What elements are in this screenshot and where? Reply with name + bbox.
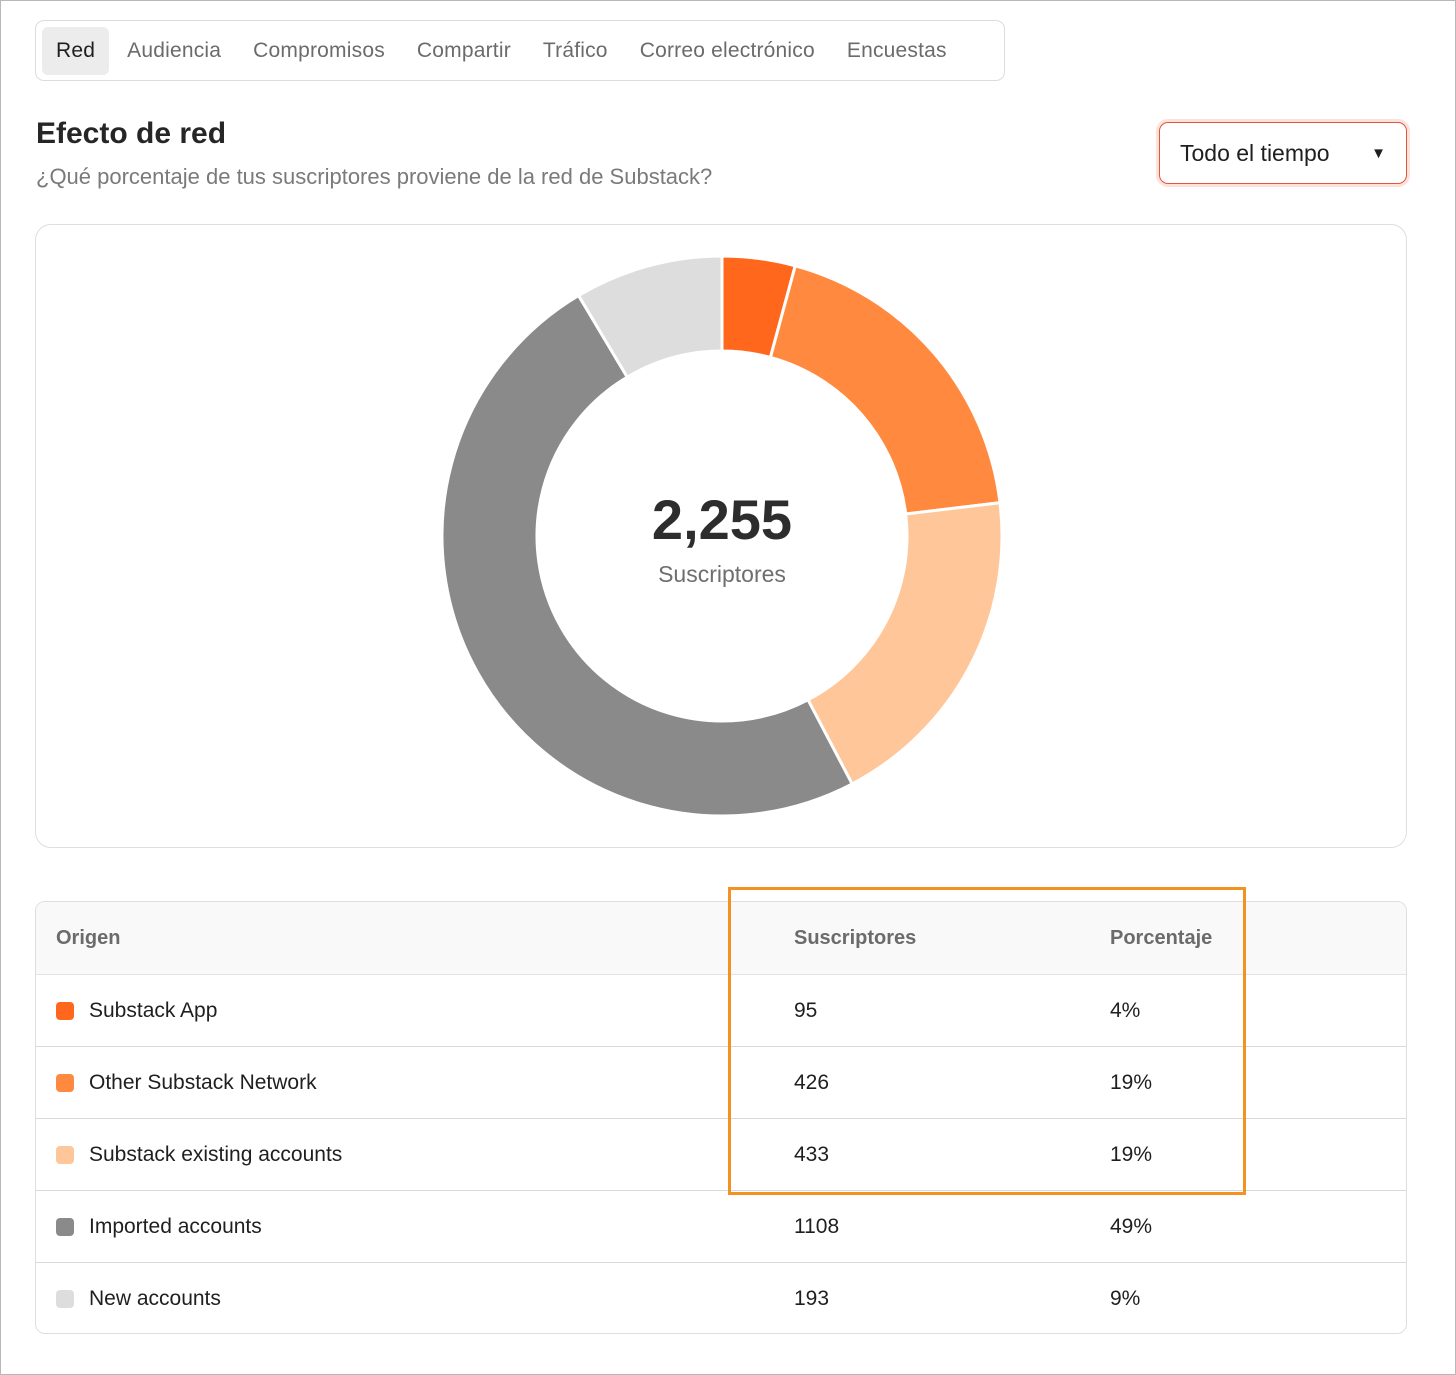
table-row: Imported accounts 1108 49%	[36, 1191, 1406, 1263]
origin-cell: New accounts	[56, 1263, 221, 1333]
percent-cell: 4%	[1110, 998, 1141, 1022]
tab-compromisos[interactable]: Compromisos	[253, 38, 385, 62]
origin-label: Imported accounts	[89, 1214, 262, 1238]
percent-cell: 19%	[1110, 1070, 1153, 1094]
tab-bar: Red Audiencia Compromisos Compartir Tráf…	[35, 20, 1005, 81]
header-origin[interactable]: Origen	[56, 926, 121, 949]
origin-cell: Other Substack Network	[56, 1047, 317, 1118]
origin-cell: Substack App	[56, 975, 217, 1046]
legend-swatch	[56, 1001, 74, 1020]
tab-correo-electronico[interactable]: Correo electrónico	[639, 38, 815, 62]
page-subtitle: ¿Qué porcentaje de tus suscriptores prov…	[36, 164, 713, 189]
donut-slice-substack-existing-accounts[interactable]	[805, 501, 1003, 786]
percent-cell: 9%	[1110, 1286, 1141, 1310]
donut-chart	[441, 255, 1003, 817]
tab-trafico[interactable]: Tráfico	[542, 38, 608, 62]
table-row: Substack existing accounts 433 19%	[36, 1119, 1406, 1191]
header-percent[interactable]: Porcentaje	[1110, 926, 1213, 949]
tab-red[interactable]: Red	[42, 26, 110, 75]
origin-cell: Imported accounts	[56, 1191, 262, 1262]
page-title: Efecto de red	[36, 117, 227, 150]
table-row: Other Substack Network 426 19%	[36, 1047, 1406, 1119]
legend-swatch	[56, 1217, 74, 1236]
donut-slice-new-accounts[interactable]	[576, 255, 724, 380]
subscribers-cell: 193	[794, 1286, 830, 1310]
subscribers-cell: 426	[794, 1070, 830, 1094]
total-subscribers-value: 2,255	[651, 488, 793, 551]
percent-cell: 19%	[1110, 1142, 1153, 1166]
table-row: New accounts 193 9%	[36, 1263, 1406, 1333]
subscribers-cell: 1108	[794, 1214, 840, 1238]
donut-slice-other-substack-network[interactable]	[768, 263, 1002, 516]
tab-compartir[interactable]: Compartir	[416, 38, 511, 62]
origin-cell: Substack existing accounts	[56, 1119, 342, 1190]
origin-label: Substack existing accounts	[89, 1142, 343, 1166]
subscribers-cell: 95	[794, 998, 818, 1022]
origin-label: New accounts	[89, 1286, 221, 1310]
origin-label: Other Substack Network	[89, 1070, 317, 1094]
legend-swatch	[56, 1073, 74, 1092]
time-range-select[interactable]: Todo el tiempo ▼	[1159, 122, 1407, 184]
table-header: Origen Suscriptores Porcentaje	[36, 902, 1406, 975]
donut-slice-imported-accounts[interactable]	[441, 293, 855, 817]
percent-cell: 49%	[1110, 1214, 1153, 1238]
tab-encuestas[interactable]: Encuestas	[846, 38, 947, 62]
caret-down-icon: ▼	[1371, 144, 1386, 162]
legend-swatch	[56, 1289, 74, 1308]
total-subscribers-label: Suscriptores	[658, 561, 786, 587]
header-subscribers[interactable]: Suscriptores	[794, 926, 917, 949]
origin-table: Origen Suscriptores Porcentaje Substack …	[35, 901, 1407, 1334]
time-range-value: Todo el tiempo	[1180, 139, 1330, 166]
legend-swatch	[56, 1145, 74, 1164]
tab-audiencia[interactable]: Audiencia	[127, 38, 222, 62]
table-row: Substack App 95 4%	[36, 975, 1406, 1047]
origin-label: Substack App	[89, 998, 218, 1022]
chart-card: 2,255 Suscriptores	[35, 224, 1407, 848]
subscribers-cell: 433	[794, 1142, 830, 1166]
